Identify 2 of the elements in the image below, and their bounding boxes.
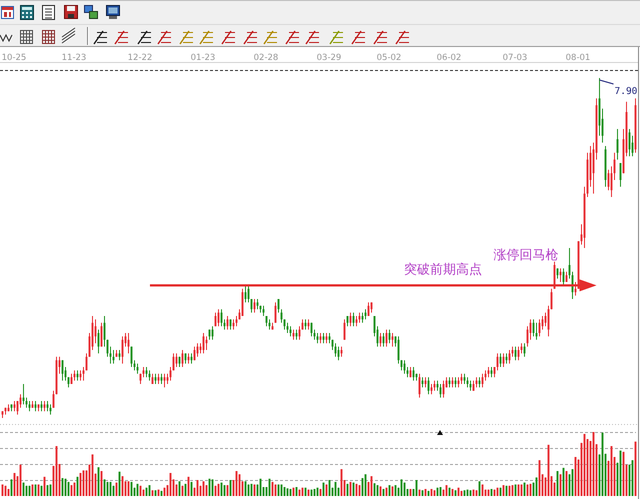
annotation: 涨停回马枪 <box>493 248 558 263</box>
annotation: 7.90 <box>614 86 638 97</box>
